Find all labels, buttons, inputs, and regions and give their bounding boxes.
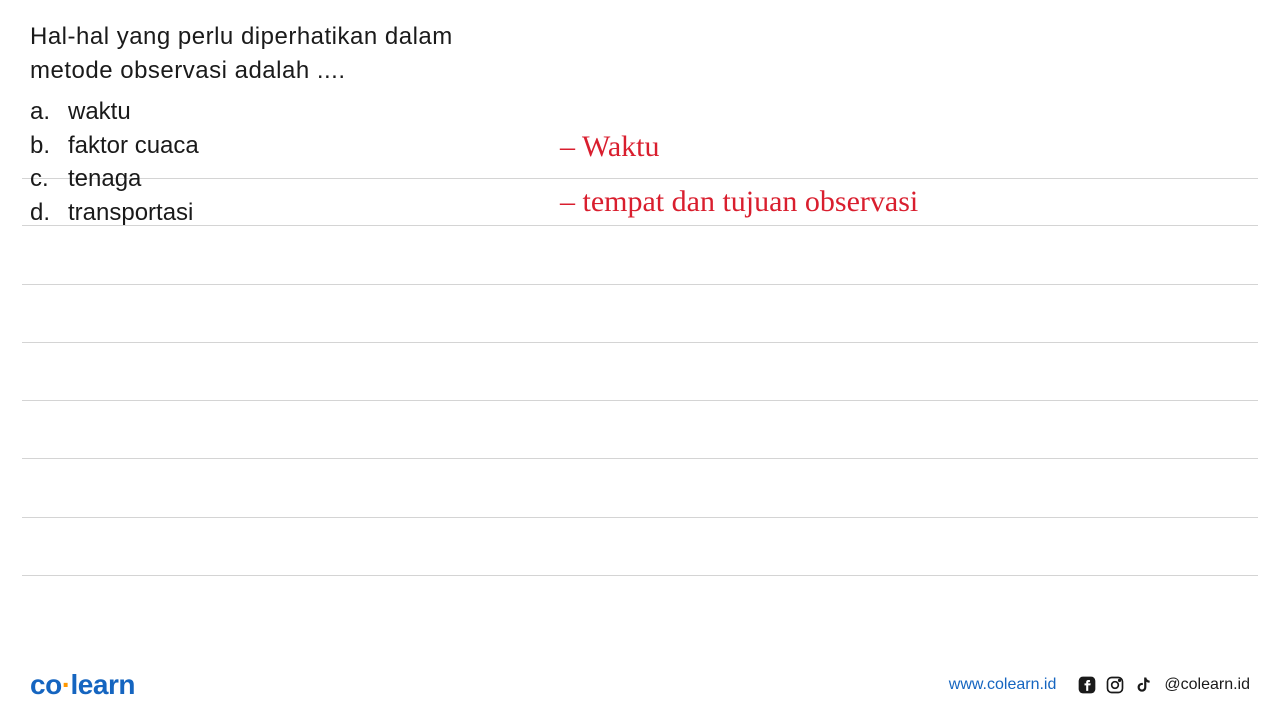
option-letter: a.: [30, 95, 54, 129]
question-line1: Hal-hal yang perlu diperhatikan dalam: [30, 20, 510, 54]
option-letter: b.: [30, 129, 54, 163]
footer-right: www.colearn.id @colearn.id: [949, 674, 1250, 696]
logo-dot-icon: ·: [62, 669, 71, 700]
option-text: faktor cuaca: [68, 129, 199, 163]
ruled-line: [22, 458, 1258, 459]
question-line2: metode observasi adalah ....: [30, 54, 510, 88]
option-text: waktu: [68, 95, 131, 129]
facebook-icon: [1076, 674, 1098, 696]
option-text: tenaga: [68, 162, 141, 196]
website-url: www.colearn.id: [949, 676, 1057, 694]
handwritten-note-1: – Waktu: [560, 130, 660, 164]
handwritten-note-2: – tempat dan tujuan observasi: [560, 185, 918, 219]
footer: co·learn www.colearn.id @colearn.id: [0, 650, 1280, 720]
social-handle: @colearn.id: [1164, 676, 1250, 694]
ruled-line: [22, 400, 1258, 401]
option-letter: d.: [30, 196, 54, 230]
option-text: transportasi: [68, 196, 193, 230]
logo-learn: learn: [71, 669, 135, 700]
ruled-line: [22, 284, 1258, 285]
social-links: @colearn.id: [1076, 674, 1250, 696]
question-text: Hal-hal yang perlu diperhatikan dalam me…: [30, 20, 510, 87]
tiktok-icon: [1132, 674, 1154, 696]
option-a: a. waktu: [30, 95, 1250, 129]
option-letter: c.: [30, 162, 54, 196]
ruled-line: [22, 575, 1258, 576]
instagram-icon: [1104, 674, 1126, 696]
ruled-line: [22, 342, 1258, 343]
ruled-line: [22, 517, 1258, 518]
logo-co: co: [30, 669, 62, 700]
colearn-logo: co·learn: [30, 669, 135, 701]
